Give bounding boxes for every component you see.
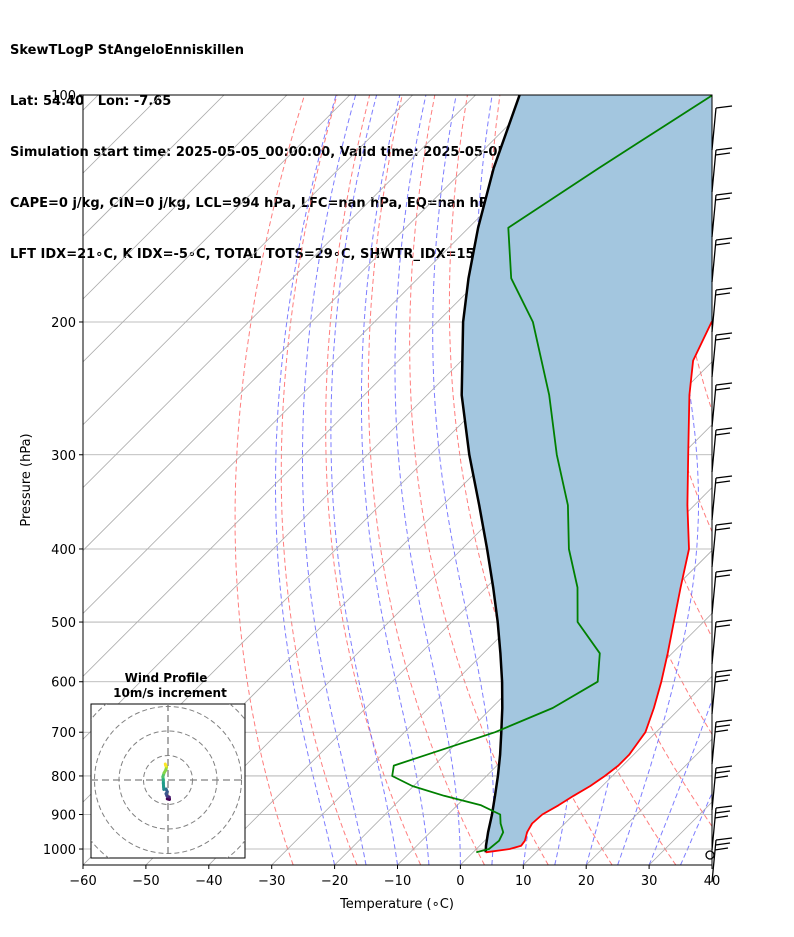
hodograph-inset: Wind Profile 10m/s increment: [90, 671, 246, 859]
y-axis-label: Pressure (hPa): [19, 433, 34, 526]
moist-adiabat: [680, 792, 712, 865]
isotherm: [711, 864, 712, 865]
x-tick-label: −50: [132, 874, 159, 889]
isotherm: [83, 95, 288, 300]
isotherm: [83, 95, 476, 489]
moist-adiabat: [432, 95, 495, 865]
wind-barbs: [705, 105, 733, 883]
wind-barb: [711, 522, 733, 568]
calm-wind-marker: [705, 850, 715, 860]
moist-adiabat: [648, 698, 712, 865]
isotherm: [83, 95, 413, 426]
wind-barb: [711, 765, 733, 811]
moist-adiabat: [394, 95, 461, 865]
temperature-line: [485, 320, 712, 854]
y-tick-label: 600: [51, 676, 76, 691]
wind-barb: [711, 105, 733, 151]
wind-barb: [711, 837, 733, 883]
x-tick-label: 20: [578, 874, 595, 889]
moist-adiabat: [330, 95, 398, 865]
dry-adiabat: [325, 95, 422, 865]
y-tick-label: 400: [51, 543, 76, 558]
dry-adiabat: [728, 95, 794, 865]
wind-barb: [711, 287, 733, 333]
x-tick-label: 10: [515, 874, 532, 889]
moist-adiabat: [711, 863, 712, 865]
wind-barb: [711, 669, 733, 715]
isotherm: [523, 675, 712, 865]
location-line: Lat: 54.40 Lon: -7.65: [10, 94, 172, 109]
chart-header: SkewTLogP StAngeloEnniskillen Lat: 54.40…: [10, 8, 603, 280]
y-tick-label: 900: [51, 809, 76, 824]
dry-adiabat: [662, 95, 712, 413]
y-tick-label: 300: [51, 449, 76, 464]
wind-barb: [711, 192, 733, 238]
dewpoint-line: [391, 95, 712, 854]
moist-adiabat: [302, 95, 367, 865]
x-tick-label: −10: [384, 874, 411, 889]
wind-barb: [711, 382, 733, 428]
hodograph-subtitle: 10m/s increment: [113, 686, 227, 700]
x-tick-label: 30: [641, 874, 658, 889]
isotherm: [83, 95, 602, 614]
cin-cape-shading: [461, 95, 712, 853]
wind-barb: [711, 719, 733, 765]
x-tick-label: −60: [69, 874, 96, 889]
isotherm: [83, 95, 225, 237]
x-axis-label: Temperature (∘C): [339, 897, 454, 912]
wind-barb: [711, 475, 733, 521]
wind-barb: [711, 332, 733, 378]
y-tick-label: 500: [51, 616, 76, 631]
stability-line: CAPE=0 j/kg, CIN=0 j/kg, LCL=994 hPa, LF…: [10, 196, 497, 211]
y-tick-label: 800: [51, 770, 76, 785]
dry-adiabat: [367, 95, 485, 865]
dry-adiabat: [280, 95, 358, 865]
wind-barb: [711, 805, 733, 851]
parcel-profile-line: [460, 95, 521, 853]
indices-line: LFT IDX=21∘C, K IDX=-5∘C, TOTAL TOTS=29∘…: [10, 247, 493, 262]
wind-barb: [711, 619, 733, 665]
y-tick-label: 200: [51, 316, 76, 331]
moist-adiabat: [361, 95, 430, 865]
wind-barb: [711, 427, 733, 473]
y-tick-label: 100: [51, 89, 76, 104]
dry-adiabat: [234, 95, 305, 865]
hodograph-title: Wind Profile: [125, 671, 208, 685]
x-tick-label: −20: [321, 874, 348, 889]
isotherm: [83, 95, 351, 363]
isotherm: [334, 487, 712, 865]
x-tick-label: 0: [456, 874, 464, 889]
isotherm: [83, 95, 539, 552]
moist-adiabat: [275, 95, 337, 865]
chart-title: SkewTLogP StAngeloEnniskillen: [10, 43, 244, 58]
x-tick-label: −30: [258, 874, 285, 889]
y-tick-label: 700: [51, 726, 76, 741]
wind-barb: [711, 147, 733, 193]
wind-barb: [711, 569, 733, 615]
wind-barb: [711, 237, 733, 283]
x-tick-label: −40: [195, 874, 222, 889]
y-tick-label: 1000: [43, 843, 76, 858]
dry-adiabat: [761, 95, 794, 865]
moist-adiabat: [617, 95, 699, 865]
